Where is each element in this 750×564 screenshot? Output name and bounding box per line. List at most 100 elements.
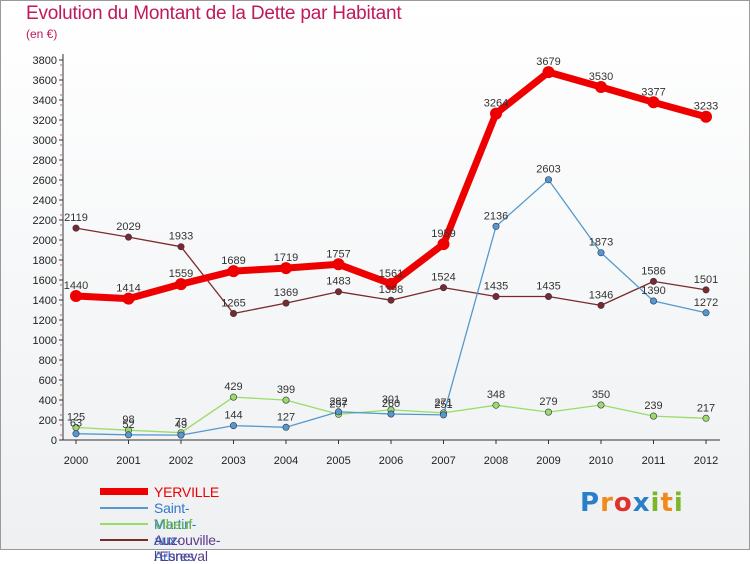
data-label: 350	[592, 389, 610, 401]
legend-swatch	[100, 488, 148, 495]
y-minor-tick	[60, 394, 62, 396]
y-minor-tick	[60, 294, 62, 296]
data-point	[492, 401, 500, 409]
data-label: 251	[434, 399, 452, 411]
data-label: 2136	[484, 210, 508, 222]
data-label: 1435	[536, 281, 560, 293]
data-label: 1524	[431, 272, 455, 284]
y-tick-label: 0	[51, 435, 57, 447]
data-label: 127	[277, 411, 295, 423]
x-tick-label: 2009	[536, 455, 560, 467]
data-point	[387, 296, 395, 304]
logo-letter: x	[632, 488, 651, 518]
y-minor-tick	[60, 114, 62, 116]
data-label: 3530	[589, 71, 613, 83]
logo-letter: P	[580, 488, 601, 518]
data-label: 1586	[641, 265, 665, 277]
proxiti-logo: Proxiti	[580, 488, 684, 518]
y-minor-tick	[60, 434, 62, 436]
data-label: 1933	[169, 231, 193, 243]
y-minor-tick	[60, 374, 62, 376]
legend-label: YERVILLE	[154, 484, 220, 500]
data-point	[649, 277, 657, 285]
y-tick-label: 3200	[33, 115, 57, 127]
data-label: 1959	[431, 228, 455, 240]
x-tick-label: 2000	[64, 455, 88, 467]
y-minor-tick	[60, 164, 62, 166]
y-tick-label: 2000	[33, 235, 57, 247]
y-tick-label: 1400	[33, 295, 57, 307]
data-label: 271	[434, 397, 452, 409]
x-tick-label: 2011	[642, 455, 666, 467]
y-minor-tick	[60, 254, 62, 256]
y-minor-tick	[60, 84, 62, 86]
legend-label: Auzouville-l'Esneval	[154, 532, 221, 564]
data-point	[125, 233, 133, 241]
y-tick-label: 1200	[33, 315, 57, 327]
y-tick-label: 3000	[33, 135, 57, 147]
data-point	[597, 301, 605, 309]
data-point	[282, 423, 290, 431]
x-tick-label: 2010	[589, 455, 613, 467]
data-point	[385, 277, 397, 290]
y-minor-tick	[60, 264, 62, 266]
y-minor-tick	[60, 234, 62, 236]
y-minor-tick	[60, 424, 62, 426]
x-tick-label: 2002	[169, 455, 193, 467]
y-minor-tick	[60, 64, 62, 66]
x-tick-label: 2004	[274, 455, 298, 467]
logo-letter: t	[660, 488, 674, 518]
y-minor-tick	[60, 224, 62, 226]
data-point	[230, 309, 238, 317]
data-label: 49	[175, 419, 187, 431]
data-point	[230, 422, 238, 430]
data-point	[544, 408, 552, 416]
data-label: 257	[329, 398, 347, 410]
data-label: 217	[697, 402, 715, 414]
data-label: 1559	[169, 268, 193, 280]
data-label: 3264	[484, 98, 508, 110]
x-tick-label: 2008	[484, 455, 508, 467]
data-label: 1272	[694, 297, 718, 309]
y-minor-tick	[60, 384, 62, 386]
data-point	[542, 66, 555, 79]
data-point	[597, 401, 605, 409]
y-minor-tick	[60, 244, 62, 246]
x-tick-label: 2012	[694, 455, 718, 467]
data-label: 429	[224, 381, 242, 393]
data-point	[175, 278, 187, 291]
y-minor-tick	[60, 284, 62, 286]
x-tick-label: 2006	[379, 455, 403, 467]
y-minor-tick	[60, 314, 62, 316]
logo-letter: r	[600, 488, 614, 518]
y-minor-tick	[60, 104, 62, 106]
y-minor-tick	[60, 364, 62, 366]
data-point	[122, 292, 135, 305]
data-label: 3233	[694, 101, 718, 113]
x-tick-label: 2003	[221, 455, 245, 467]
y-minor-tick	[60, 204, 62, 206]
y-minor-tick	[60, 124, 62, 126]
y-minor-tick	[60, 174, 62, 176]
y-minor-tick	[60, 194, 62, 196]
data-point	[387, 410, 395, 418]
y-minor-tick	[60, 134, 62, 136]
y-tick-label: 600	[39, 375, 57, 387]
data-point	[492, 222, 500, 230]
data-label: 1719	[274, 252, 298, 264]
data-point	[595, 81, 607, 93]
y-tick-label: 3400	[33, 95, 57, 107]
data-point	[282, 396, 290, 404]
y-minor-tick	[60, 404, 62, 406]
y-minor-tick	[60, 154, 62, 156]
y-tick-label: 1800	[33, 255, 57, 267]
chart-subtitle: (en €)	[26, 27, 58, 41]
legend-label: Vibeuf	[154, 516, 193, 532]
data-point	[702, 286, 710, 294]
y-minor-tick	[60, 274, 62, 276]
data-label: 1561	[379, 268, 403, 280]
data-point	[439, 284, 447, 292]
y-tick-label: 1600	[33, 275, 57, 287]
data-label: 1390	[641, 285, 665, 297]
data-label: 3377	[641, 86, 665, 98]
